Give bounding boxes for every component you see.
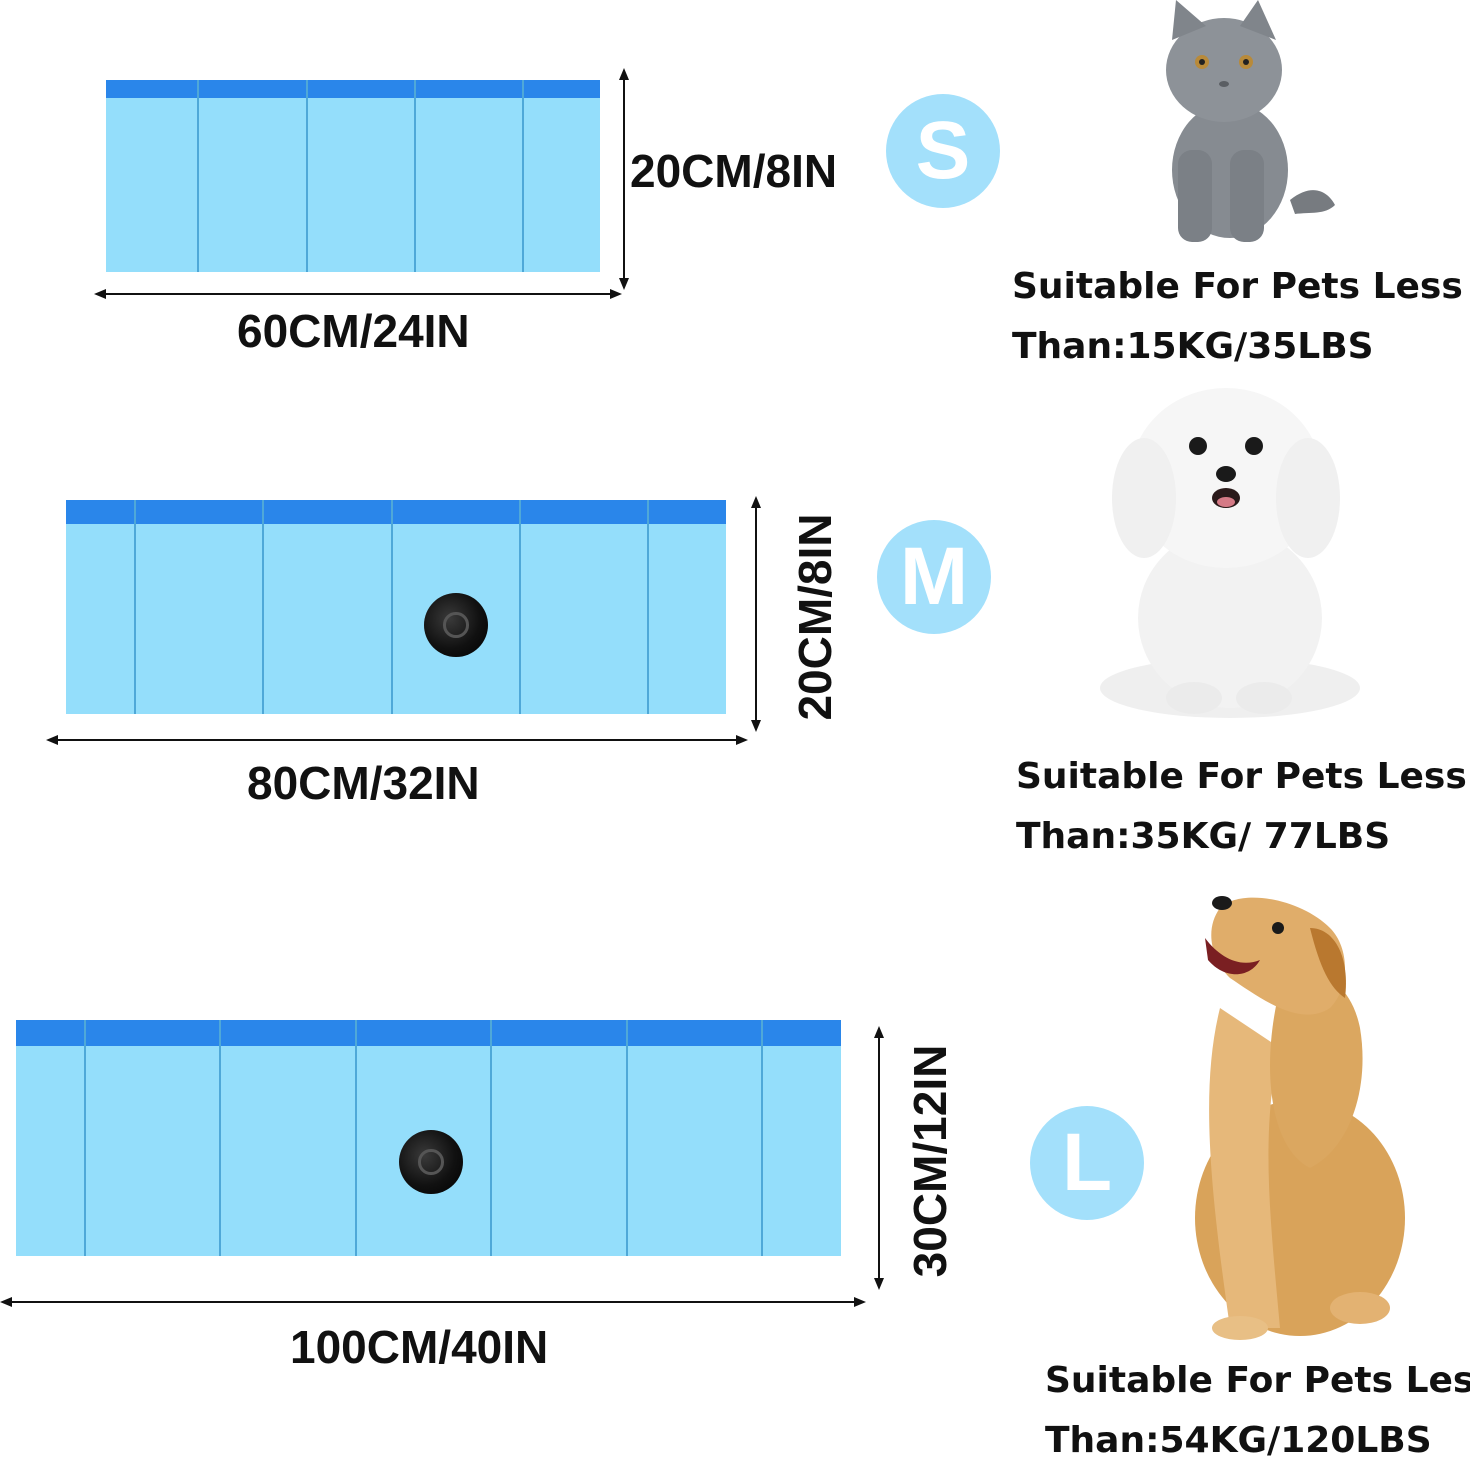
- pool-rim: [106, 80, 600, 98]
- drain-valve: [399, 1130, 463, 1194]
- pool-seam: [626, 1020, 628, 1256]
- pool-rim: [16, 1020, 841, 1046]
- pool-seam: [262, 500, 264, 714]
- pet-description-line2: Than:54KG/120LBS: [1045, 1420, 1432, 1461]
- pool-seam: [306, 80, 308, 272]
- pet-description-line1: Suitable For Pets Less: [1016, 756, 1467, 797]
- height-label-medium: 20CM/8IN: [789, 513, 841, 721]
- pet-description-line1: Suitable For Pets Less: [1045, 1360, 1470, 1401]
- pool-seam: [391, 500, 393, 714]
- poodle-icon: [1100, 388, 1360, 718]
- pet-description-line1: Suitable For Pets Less: [1012, 266, 1463, 307]
- pool-seam: [84, 1020, 86, 1256]
- drain-valve: [424, 593, 488, 657]
- pool-seam: [519, 500, 521, 714]
- length-label-medium: 80CM/32IN: [247, 757, 480, 809]
- pool-seam: [522, 80, 524, 272]
- cat-icon: [1166, 0, 1335, 242]
- pool-seam: [414, 80, 416, 272]
- pool-seam: [761, 1020, 763, 1256]
- golden-retriever-icon: [1195, 896, 1405, 1340]
- pool-seam: [355, 1020, 357, 1256]
- pet-description-line2: Than:15KG/35LBS: [1012, 326, 1374, 367]
- pool-seam: [219, 1020, 221, 1256]
- pool-large: [16, 1020, 841, 1256]
- length-label-large: 100CM/40IN: [290, 1321, 549, 1373]
- size-badge-l: L: [1030, 1106, 1144, 1220]
- pet-description-line2: Than:35KG/ 77LBS: [1016, 816, 1391, 857]
- pool-medium: [66, 500, 726, 714]
- length-label-small: 60CM/24IN: [237, 305, 470, 357]
- pool-seam: [134, 500, 136, 714]
- height-label-small: 20CM/8IN: [630, 145, 838, 197]
- pool-seam: [647, 500, 649, 714]
- pool-seam: [197, 80, 199, 272]
- size-badge-s: S: [886, 94, 1000, 208]
- pool-small: [106, 80, 600, 272]
- pool-seam: [490, 1020, 492, 1256]
- pool-rim: [66, 500, 726, 524]
- height-label-large: 30CM/12IN: [904, 1044, 956, 1278]
- size-badge-m: M: [877, 520, 991, 634]
